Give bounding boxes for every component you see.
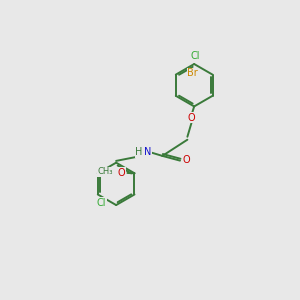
Text: O: O	[183, 155, 190, 165]
Text: O: O	[118, 168, 125, 178]
Text: N: N	[144, 147, 151, 158]
Text: Cl: Cl	[191, 51, 200, 61]
Text: Cl: Cl	[97, 198, 106, 208]
Text: Br: Br	[187, 68, 198, 78]
Text: H: H	[135, 147, 142, 158]
Text: O: O	[188, 112, 196, 123]
Text: CH₃: CH₃	[98, 167, 113, 176]
